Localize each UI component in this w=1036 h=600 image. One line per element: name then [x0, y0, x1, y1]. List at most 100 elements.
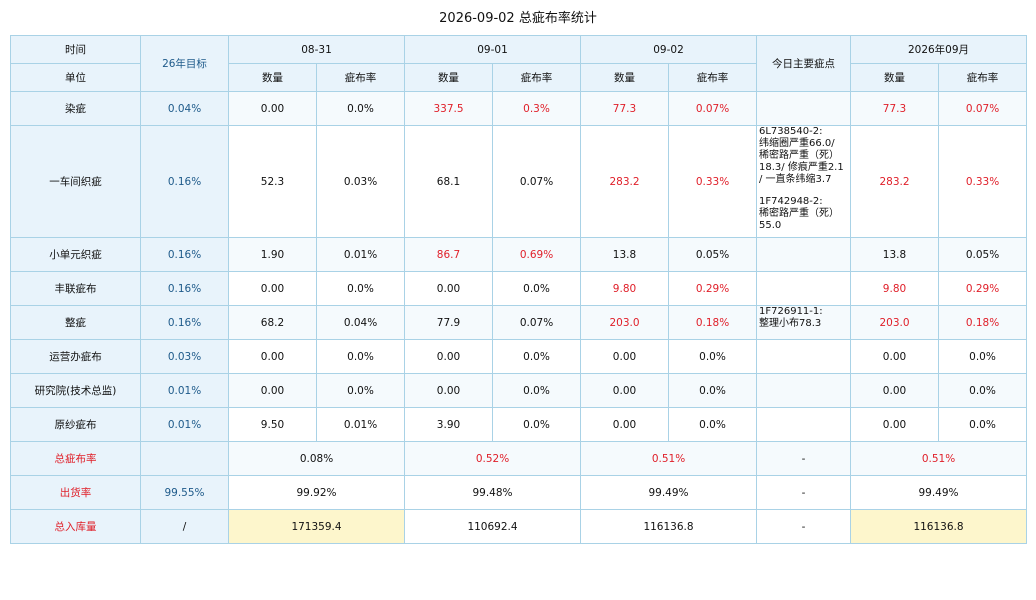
note-line: / 一直条纬缩3.7 [759, 174, 832, 185]
row-target: 0.01% [140, 373, 229, 408]
cell-rate: 0.07% [668, 91, 757, 126]
cell-qty: 203.0 [580, 305, 669, 340]
time-label: 时间 [10, 35, 141, 64]
cell-notes [756, 237, 851, 272]
row-target: 0.16% [140, 237, 229, 272]
cell-month-qty: 9.80 [850, 271, 939, 306]
cell-notes [756, 339, 851, 374]
ship-rate-month: 99.49% [850, 475, 1027, 510]
cell-qty: 9.50 [228, 407, 317, 442]
note-line: 纬缩圈严重66.0/ [759, 138, 835, 149]
cell-notes: 1F726911-1: 整理小布78.3 [756, 305, 851, 340]
row-target: 0.16% [140, 305, 229, 340]
page-title: 2026-09-02 总疵布率统计 [439, 11, 597, 26]
cell-rate: 0.69% [492, 237, 581, 272]
cell-rate: 0.0% [492, 339, 581, 374]
cell-rate: 0.0% [316, 91, 405, 126]
cell-rate: 0.0% [492, 373, 581, 408]
table-row: 原纱疵布 0.01% 9.50 0.01% 3.90 0.0% 0.00 0.0… [10, 407, 1027, 442]
cell-qty: 9.80 [580, 271, 669, 306]
cell-qty: 1.90 [228, 237, 317, 272]
note-line: 稀密路严重（死） [759, 208, 839, 219]
cell-month-rate: 0.33% [938, 125, 1027, 238]
total-rate-label: 总疵布率 [10, 441, 141, 476]
ship-rate-label: 出货率 [10, 475, 141, 510]
total-rate-target [140, 441, 229, 476]
row-label: 整疵 [10, 305, 141, 340]
cell-rate: 0.33% [668, 125, 757, 238]
table-row: 染疵 0.04% 0.00 0.0% 337.5 0.3% 77.3 0.07%… [10, 91, 1027, 126]
cell-qty: 0.00 [580, 339, 669, 374]
summary-row-ship-rate: 出货率 99.55% 99.92% 99.48% 99.49% - 99.49% [10, 475, 1027, 510]
table-row: 丰联疵布 0.16% 0.00 0.0% 0.00 0.0% 9.80 0.29… [10, 271, 1027, 306]
cell-notes [756, 271, 851, 306]
cell-notes [756, 373, 851, 408]
month-header: 2026年09月 [850, 35, 1027, 64]
total-rate-0831: 0.08% [228, 441, 405, 476]
cell-month-rate: 0.0% [938, 339, 1027, 374]
cell-rate: 0.0% [492, 271, 581, 306]
rate-header: 疵布率 [938, 63, 1027, 92]
note-line: 6L738540-2: [759, 126, 823, 138]
cell-month-rate: 0.07% [938, 91, 1027, 126]
row-target: 0.01% [140, 407, 229, 442]
cell-qty: 0.00 [228, 91, 317, 126]
ship-rate-0901: 99.48% [404, 475, 581, 510]
inbound-notes: - [756, 509, 851, 544]
cell-qty: 52.3 [228, 125, 317, 238]
cell-rate: 0.01% [316, 407, 405, 442]
cell-qty: 3.90 [404, 407, 493, 442]
target-header: 26年目标 [140, 35, 229, 92]
row-target: 0.04% [140, 91, 229, 126]
row-target: 0.03% [140, 339, 229, 374]
cell-qty: 86.7 [404, 237, 493, 272]
note-line: 1F742948-2: [759, 196, 823, 207]
cell-rate: 0.07% [492, 305, 581, 340]
cell-month-qty: 0.00 [850, 339, 939, 374]
inbound-month: 116136.8 [850, 509, 1027, 544]
row-label: 丰联疵布 [10, 271, 141, 306]
row-label: 一车间织疵 [10, 125, 141, 238]
total-rate-0901: 0.52% [404, 441, 581, 476]
ship-rate-notes: - [756, 475, 851, 510]
inbound-target: / [140, 509, 229, 544]
cell-notes [756, 91, 851, 126]
cell-qty: 13.8 [580, 237, 669, 272]
row-target: 0.16% [140, 125, 229, 238]
cell-rate: 0.0% [668, 373, 757, 408]
cell-qty: 77.9 [404, 305, 493, 340]
cell-rate: 0.05% [668, 237, 757, 272]
date-header-0831: 08-31 [228, 35, 405, 64]
ship-rate-0831: 99.92% [228, 475, 405, 510]
note-line: 18.3/ 修痕严重2.1 [759, 162, 844, 173]
note-line: 稀密路严重（死） [759, 150, 839, 161]
header-row-units: 单位 数量 疵布率 数量 疵布率 数量 疵布率 数量 疵布率 [10, 63, 1027, 92]
cell-qty: 0.00 [580, 373, 669, 408]
table-row: 研究院(技术总监) 0.01% 0.00 0.0% 0.00 0.0% 0.00… [10, 373, 1027, 408]
row-label: 原纱疵布 [10, 407, 141, 442]
cell-rate: 0.29% [668, 271, 757, 306]
notes-header: 今日主要疵点 [756, 35, 851, 92]
cell-rate: 0.0% [492, 407, 581, 442]
qty-header: 数量 [850, 63, 939, 92]
cell-qty: 0.00 [404, 339, 493, 374]
table-row: 运营办疵布 0.03% 0.00 0.0% 0.00 0.0% 0.00 0.0… [10, 339, 1027, 374]
row-label: 运营办疵布 [10, 339, 141, 374]
header-row-dates: 时间 26年目标 08-31 09-01 09-02 今日主要疵点 2026年0… [10, 35, 1027, 92]
cell-rate: 0.0% [316, 271, 405, 306]
summary-row-total-rate: 总疵布率 0.08% 0.52% 0.51% - 0.51% [10, 441, 1027, 476]
note-line: 55.0 [759, 220, 782, 231]
cell-rate: 0.03% [316, 125, 405, 238]
inbound-0901: 110692.4 [404, 509, 581, 544]
cell-month-qty: 0.00 [850, 407, 939, 442]
row-label: 染疵 [10, 91, 141, 126]
cell-qty: 68.2 [228, 305, 317, 340]
total-rate-month: 0.51% [850, 441, 1027, 476]
cell-rate: 0.01% [316, 237, 405, 272]
cell-month-qty: 203.0 [850, 305, 939, 340]
inbound-0902: 116136.8 [580, 509, 757, 544]
cell-rate: 0.04% [316, 305, 405, 340]
cell-qty: 337.5 [404, 91, 493, 126]
rate-header: 疵布率 [316, 63, 405, 92]
cell-month-rate: 0.29% [938, 271, 1027, 306]
